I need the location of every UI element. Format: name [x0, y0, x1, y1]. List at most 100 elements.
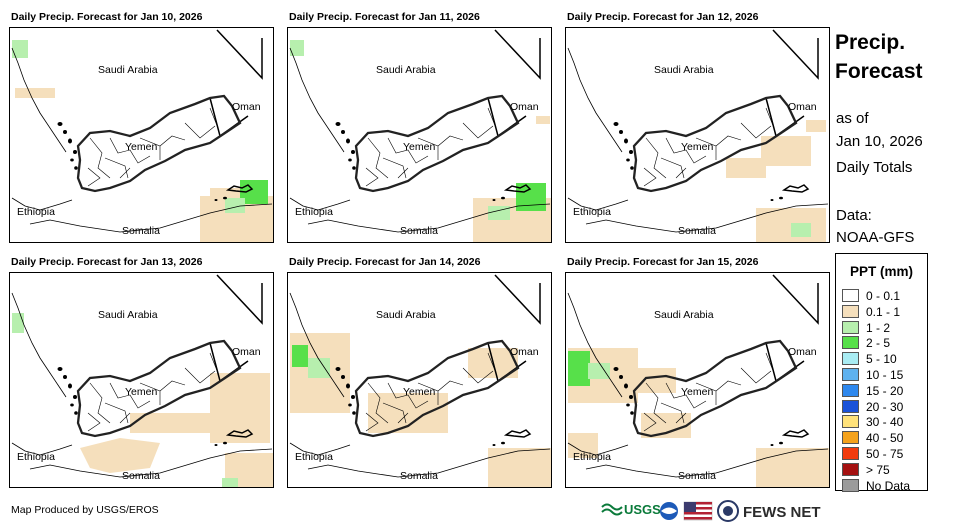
legend-label: 5 - 10 — [866, 352, 897, 367]
panel-title: Daily Precip. Forecast for Jan 13, 2026 — [11, 256, 203, 268]
legend-label: 50 - 75 — [866, 447, 904, 461]
map-canvas — [10, 273, 273, 487]
label-saudi-arabia: Saudi Arabia — [654, 309, 714, 321]
totals-label: Daily Totals — [836, 159, 913, 176]
forecast-map: Saudi Arabia Oman Yemen Ethiopia Somalia — [287, 272, 552, 488]
data-source: NOAA-GFS — [836, 229, 915, 246]
map-canvas — [566, 273, 829, 487]
label-ethiopia: Ethiopia — [17, 206, 55, 218]
label-yemen: Yemen — [681, 141, 714, 153]
legend-item: 10 - 15 — [842, 368, 903, 383]
legend-label: 0 - 0.1 — [866, 289, 901, 303]
logos-svg: USGS FEWS NET — [601, 500, 821, 522]
label-ethiopia: Ethiopia — [295, 451, 333, 463]
map-canvas — [10, 28, 273, 242]
label-ethiopia: Ethiopia — [573, 451, 611, 463]
label-somalia: Somalia — [122, 470, 160, 482]
label-saudi-arabia: Saudi Arabia — [654, 64, 714, 76]
forecast-map: Saudi Arabia Oman Yemen Ethiopia Somalia — [565, 272, 830, 488]
label-somalia: Somalia — [122, 225, 160, 237]
legend-item: 2 - 5 — [842, 336, 890, 351]
legend-swatch — [842, 399, 859, 413]
panel-title: Daily Precip. Forecast for Jan 10, 2026 — [11, 11, 203, 23]
usgs-logo: USGS — [601, 502, 661, 517]
legend-item: No Data — [842, 478, 911, 494]
legend-label: 10 - 15 — [866, 368, 904, 382]
legend-title: PPT (mm) — [849, 264, 913, 279]
forecast-map: Saudi Arabia Oman Yemen Ethiopia Somalia — [9, 272, 274, 488]
label-yemen: Yemen — [681, 386, 714, 398]
label-saudi-arabia: Saudi Arabia — [376, 309, 436, 321]
legend-item: 0.1 - 1 — [842, 304, 901, 320]
label-somalia: Somalia — [400, 470, 438, 482]
forecast-map: Saudi Arabia Oman Yemen Ethiopia Somalia — [9, 27, 274, 243]
legend-item: 0 - 0.1 — [842, 289, 900, 304]
panel-title: Daily Precip. Forecast for Jan 15, 2026 — [567, 256, 759, 268]
legend-swatch — [842, 415, 859, 429]
label-saudi-arabia: Saudi Arabia — [376, 64, 436, 76]
label-somalia: Somalia — [678, 225, 716, 237]
legend-item: 20 - 30 — [842, 399, 904, 415]
panel-title: Daily Precip. Forecast for Jan 14, 2026 — [289, 256, 481, 268]
legend-label: 30 - 40 — [866, 415, 904, 430]
label-oman: Oman — [788, 346, 817, 358]
label-oman: Oman — [510, 346, 539, 358]
label-oman: Oman — [510, 101, 539, 113]
label-oman: Oman — [788, 101, 817, 113]
label-oman: Oman — [232, 101, 261, 113]
panel-title: Daily Precip. Forecast for Jan 12, 2026 — [567, 11, 759, 23]
label-ethiopia: Ethiopia — [295, 206, 333, 218]
legend-swatch — [842, 336, 859, 350]
legend-swatch — [842, 383, 859, 397]
as-of-label: as of — [836, 110, 869, 127]
legend-swatch — [842, 368, 859, 381]
credit-text: Map Produced by USGS/EROS — [11, 504, 159, 516]
legend-label: 20 - 30 — [866, 399, 904, 414]
legend-item: 15 - 20 — [842, 383, 904, 399]
legend-swatch — [842, 304, 859, 318]
legend-label: 15 - 20 — [866, 383, 904, 398]
label-saudi-arabia: Saudi Arabia — [98, 64, 158, 76]
label-yemen: Yemen — [125, 386, 158, 398]
legend-swatch — [842, 352, 859, 366]
panel-title: Daily Precip. Forecast for Jan 11, 2026 — [289, 11, 480, 23]
legend-item: 50 - 75 — [842, 447, 903, 462]
legend-swatch — [842, 462, 859, 476]
forecast-map: Saudi Arabia Oman Yemen Ethiopia Somalia — [565, 27, 830, 243]
legend-swatch — [842, 478, 859, 492]
legend-item: > 75 — [842, 462, 890, 478]
legend-swatch — [842, 431, 859, 445]
logo-bar: USGS FEWS NET — [600, 497, 830, 525]
label-yemen: Yemen — [403, 386, 436, 398]
label-somalia: Somalia — [400, 225, 438, 237]
label-yemen: Yemen — [403, 141, 436, 153]
map-canvas — [566, 28, 829, 242]
noaa-logo — [660, 502, 678, 520]
legend-label: 40 - 50 — [866, 431, 904, 446]
label-oman: Oman — [232, 346, 261, 358]
legend-label: No Data — [866, 478, 911, 493]
map-canvas — [288, 273, 551, 487]
legend-item: 1 - 2 — [842, 320, 891, 336]
legend-swatch — [842, 289, 859, 302]
data-label: Data: — [836, 207, 872, 224]
fewsnet-text: FEWS NET — [743, 504, 821, 521]
label-ethiopia: Ethiopia — [17, 451, 55, 463]
legend-label: 0.1 - 1 — [866, 304, 901, 319]
forecast-date: Jan 10, 2026 — [836, 133, 923, 150]
forecast-map: Saudi Arabia Oman Yemen Ethiopia Somalia — [287, 27, 552, 243]
legend-label: > 75 — [866, 462, 890, 477]
legend-item: 40 - 50 — [842, 431, 903, 446]
legend-label: 2 - 5 — [866, 336, 891, 351]
legend-label: 1 - 2 — [866, 320, 891, 335]
label-yemen: Yemen — [125, 141, 158, 153]
sidebar-title: Precip. Forecast — [835, 28, 923, 86]
map-canvas — [288, 28, 551, 242]
usgs-text: USGS — [624, 502, 661, 517]
legend-item: 5 - 10 — [842, 352, 897, 367]
label-saudi-arabia: Saudi Arabia — [98, 309, 158, 321]
sidebar-title-line1: Precip. — [835, 31, 906, 54]
label-somalia: Somalia — [678, 470, 716, 482]
us-flag-icon — [683, 501, 713, 521]
